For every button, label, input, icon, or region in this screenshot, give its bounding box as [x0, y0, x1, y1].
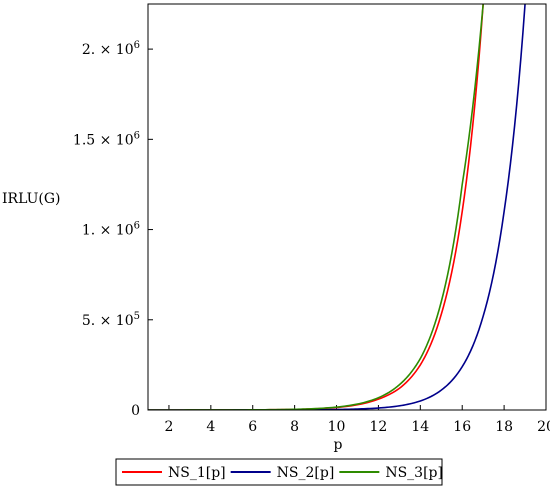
legend-label: NS_3[p]	[385, 465, 443, 481]
y-axis-label: IRLU(G)	[2, 191, 61, 207]
x-tick-label: 4	[206, 419, 215, 435]
x-tick-label: 18	[495, 419, 513, 435]
legend: NS_1[p] NS_2[p] NS_3[p]	[115, 458, 443, 486]
y-tick-label: 5. × 105	[82, 311, 140, 329]
legend-label: NS_2[p]	[277, 465, 335, 481]
series-line-3	[148, 4, 484, 410]
legend-box	[115, 458, 443, 486]
series-layer	[148, 4, 526, 410]
series-line-1	[148, 4, 484, 410]
y-tick-label: 1.5 × 106	[73, 130, 140, 148]
y-tick-label: 0	[131, 403, 140, 419]
y-tick-label: 2. × 106	[82, 40, 140, 58]
x-axis-ticks: 2 4 6 8 10 12 14 16 18 20	[164, 405, 550, 435]
y-tick-label: 1. × 106	[82, 221, 140, 239]
y-axis-ticks: 0 5. × 105 1. × 106 1.5 × 106 2. × 106	[73, 40, 153, 419]
plot-frame	[147, 3, 547, 411]
x-tick-label: 14	[411, 419, 429, 435]
series-line-2	[148, 4, 526, 410]
x-tick-label: 2	[164, 419, 173, 435]
x-tick-label: 10	[328, 419, 346, 435]
x-tick-label: 8	[290, 419, 299, 435]
x-tick-label: 16	[453, 419, 471, 435]
x-tick-label: 20	[537, 419, 550, 435]
x-axis-label: p	[334, 437, 343, 453]
x-tick-label: 6	[248, 419, 257, 435]
legend-label: NS_1[p]	[168, 465, 226, 481]
x-tick-label: 12	[370, 419, 388, 435]
